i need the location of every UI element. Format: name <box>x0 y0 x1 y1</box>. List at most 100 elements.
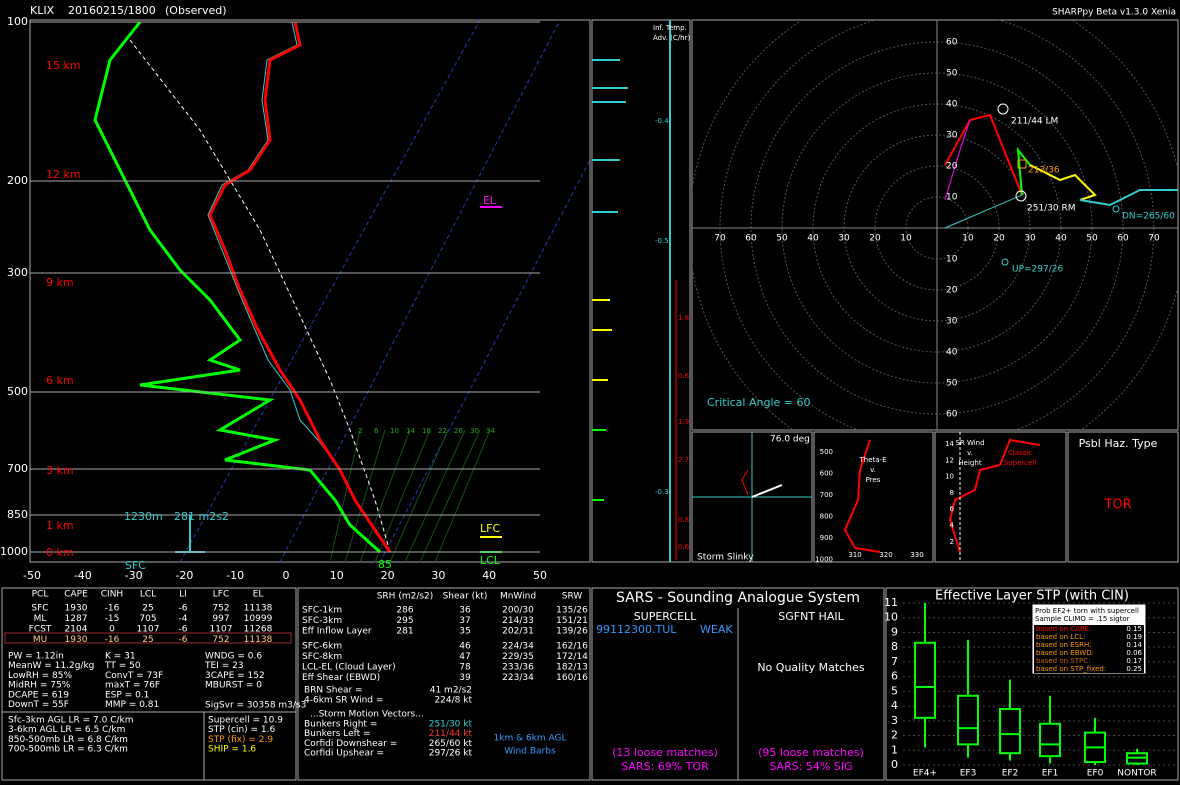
legend-row-bg <box>1034 657 1144 665</box>
index: MBURST = 0 <box>205 681 262 691</box>
adv-value: 0.6 <box>678 372 690 380</box>
legend-value: 0.15 <box>1126 625 1142 633</box>
parcel-cell: 752 <box>212 604 229 614</box>
parcel-header: CAPE <box>64 590 88 600</box>
parcel-cell: -16 <box>105 604 120 614</box>
legend-value: 0.19 <box>1126 633 1142 641</box>
ring-label: 30 <box>946 317 958 327</box>
mixing-label: 30 <box>470 427 479 435</box>
kin-misc: 4-6km SR Wind = <box>304 696 383 706</box>
up-label: UP=297/26 <box>1012 265 1063 275</box>
srw-h: 2 <box>950 538 954 546</box>
thetae-p: 600 <box>820 470 833 478</box>
kin-cell: 281 <box>396 627 413 637</box>
version: SHARPpy Beta v1.3.0 Xenia <box>1052 8 1176 18</box>
adv-title: Inf. Temp. <box>653 24 687 32</box>
eff-depth: 1230m <box>124 510 163 523</box>
parcel-cell: -6 <box>179 604 188 614</box>
thetae-title: Pres <box>866 476 881 484</box>
index: maxT = 76F <box>105 681 160 691</box>
legend-value: 0.25 <box>1126 665 1142 673</box>
kin-cell: 224/34 <box>502 642 534 652</box>
mixing-label: 34 <box>486 427 495 435</box>
index: MeanW = 11.2g/kg <box>8 661 94 671</box>
parcel-header: PCL <box>32 590 49 600</box>
parcel-header: EL <box>253 590 264 600</box>
x-tick-label: EF4+ <box>913 769 937 779</box>
adv-value: 1.9 <box>678 418 689 426</box>
kin-cell: 78 <box>459 663 471 673</box>
station: KLIX <box>30 4 55 17</box>
sigsvr: SigSvr = 30358 m3/s3 <box>205 701 306 711</box>
ring-label: 10 <box>962 234 974 244</box>
legend-title: Prob EF2+ torn with supercell <box>1035 607 1139 615</box>
temp-label: -20 <box>175 569 193 582</box>
index: ConvT = 73F <box>105 671 163 681</box>
index: MMP = 0.81 <box>105 700 159 710</box>
ring-label: 40 <box>946 348 958 358</box>
lfc-label: LFC <box>480 522 500 535</box>
temp-label: 20 <box>381 569 395 582</box>
srw-h: 10 <box>945 473 954 481</box>
legend-label: based on STP_fixed: <box>1036 665 1106 673</box>
legend-row-bg <box>1034 625 1144 633</box>
thetae-p: 500 <box>820 448 833 456</box>
height-label: 12 km <box>46 168 81 181</box>
kin-cell: SFC-6km <box>302 642 342 652</box>
parcel-cell: -4 <box>179 614 188 624</box>
ring-label: 20 <box>993 234 1005 244</box>
parcel-header: LI <box>179 590 187 600</box>
composite: STP (fix) = 2.9 <box>208 735 273 745</box>
motion: Bunkers Left = <box>304 729 371 739</box>
parcel-cell: 752 <box>212 635 229 645</box>
kin-misc: BRN Shear = <box>304 686 363 696</box>
adv-title: Adv. (C/hr) <box>653 34 690 42</box>
pressure-label: 100 <box>7 15 28 28</box>
kin-cell: SFC-1km <box>302 606 342 616</box>
kin-cell: 182/13 <box>556 663 588 673</box>
temp-label: -10 <box>226 569 244 582</box>
mixing-label: 18 <box>422 427 431 435</box>
ring-label: 30 <box>946 131 958 141</box>
ring-label: 60 <box>946 410 958 420</box>
kin-cell: 46 <box>459 642 471 652</box>
box <box>957 694 979 746</box>
thetae-p: 900 <box>820 534 833 542</box>
ring-label: 50 <box>1086 234 1098 244</box>
index: MidRH = 75% <box>8 681 71 691</box>
ring-label: 30 <box>1024 234 1036 244</box>
height-label: 0 km <box>46 546 74 559</box>
box <box>914 641 936 719</box>
legend-label: based on EBWD: <box>1036 649 1094 657</box>
y-tick-label: 7 <box>891 655 898 668</box>
thetae-p: 1000 <box>815 556 833 564</box>
adv-value: 0.8 <box>678 516 689 524</box>
ring-label: 60 <box>745 234 757 244</box>
kin-header: MnWind <box>500 592 536 602</box>
lapse-rate: 700-500mb LR = 6.3 C/km <box>8 745 128 755</box>
kin-cell: LCL-EL (Cloud Layer) <box>302 663 396 673</box>
ring-label: 70 <box>1148 234 1160 244</box>
status: (Observed) <box>165 4 227 17</box>
date: 20160215/1800 <box>68 4 156 17</box>
index: 3CAPE = 152 <box>205 671 265 681</box>
adv-value: -0.4 <box>655 117 669 125</box>
srw-title: SR Wind <box>955 439 984 447</box>
barb-legend: Wind Barbs <box>504 747 556 757</box>
legend-label: based on ESRH: <box>1036 641 1092 649</box>
pressure-label: 500 <box>7 385 28 398</box>
temp-label: 40 <box>482 569 496 582</box>
parcel-cell: -6 <box>179 635 188 645</box>
y-tick-label: 8 <box>891 640 898 653</box>
kin-cell: 229/35 <box>502 652 534 662</box>
height-label: 3 km <box>46 464 74 477</box>
pressure-label: 850 <box>7 508 28 521</box>
legend-label: based on CAPE: <box>1036 625 1091 633</box>
y-tick-label: 2 <box>891 729 898 742</box>
legend-row-bg <box>1034 649 1144 657</box>
lm-label: 211/44 LM <box>1011 117 1058 127</box>
parcel-cell: 705 <box>139 614 156 624</box>
hail-title: SGFNT HAIL <box>778 610 844 623</box>
kin-cell: 36 <box>459 606 471 616</box>
composite: SHIP = 1.6 <box>208 745 256 755</box>
